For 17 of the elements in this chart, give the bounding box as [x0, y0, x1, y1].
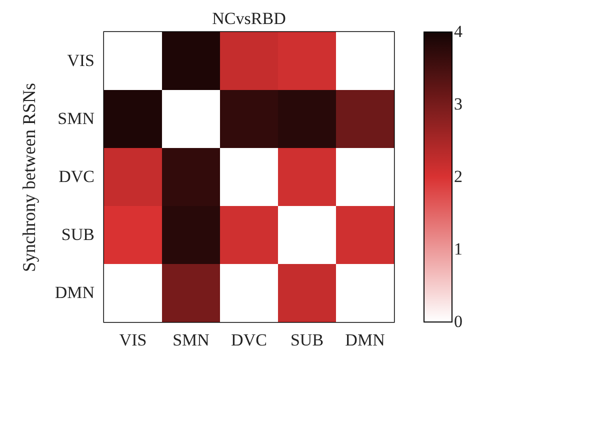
- x-tick-label: SUB: [290, 330, 324, 350]
- chart-title: NCvsRBD: [212, 9, 286, 28]
- y-tick-label: DMN: [54, 283, 94, 302]
- y-tick-label: DVC: [58, 167, 94, 186]
- x-tick-label: SMN: [172, 330, 210, 350]
- color-bar-label: 4: [454, 22, 463, 41]
- color-bar-label: 0: [454, 312, 462, 331]
- y-tick-label: SMN: [58, 109, 94, 128]
- color-bar-label: 2: [454, 167, 462, 186]
- x-tick-label: VIS: [119, 330, 147, 350]
- x-tick-label: DVC: [231, 330, 267, 350]
- y-tick-label: SUB: [61, 225, 94, 244]
- y-axis-title: Synchrony between RSNs: [18, 83, 39, 272]
- color-bar-label: 3: [454, 94, 462, 114]
- color-bar-label: 1: [454, 240, 462, 258]
- y-tick-label: VIS: [67, 51, 94, 70]
- x-tick-label: DMN: [345, 330, 385, 350]
